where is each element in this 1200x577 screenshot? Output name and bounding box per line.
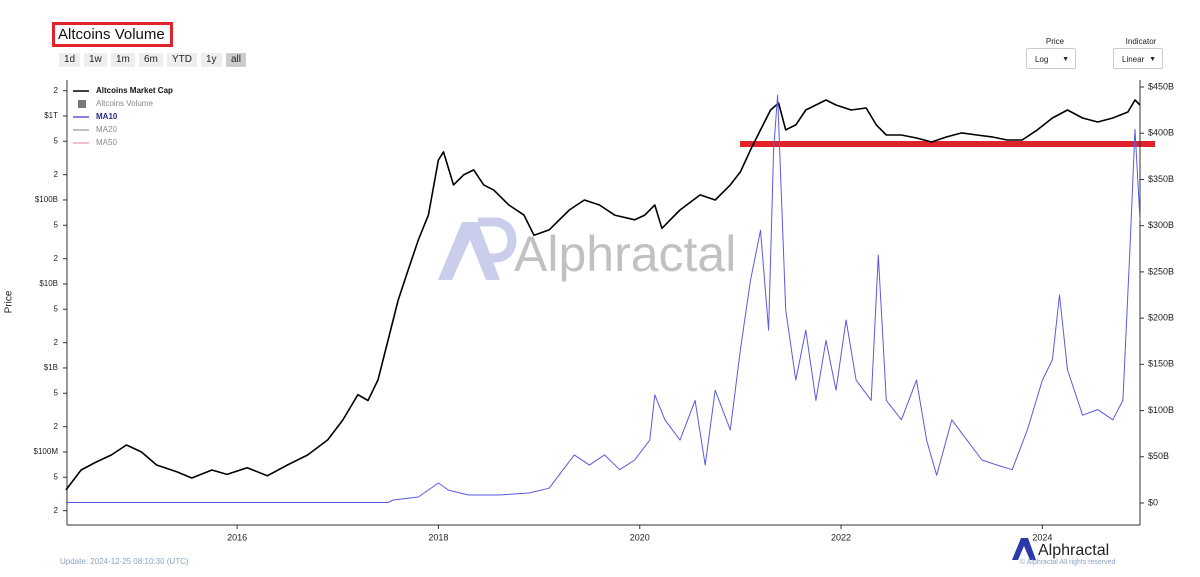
- range-button[interactable]: 1m: [111, 53, 135, 67]
- y2-tick-label: $250B: [1148, 266, 1174, 276]
- watermark: [438, 217, 517, 280]
- y-tick-label: $1T: [44, 111, 58, 120]
- series-line: [66, 94, 1141, 503]
- y2-tick-label: $350B: [1148, 174, 1174, 184]
- legend-label: MA50: [96, 138, 117, 147]
- y2-tick-label: $50B: [1148, 451, 1169, 461]
- series-line: [65, 99, 1141, 491]
- legend-label: MA20: [96, 125, 117, 134]
- y-tick-label: 2: [54, 170, 59, 179]
- x-tick-label: 2016: [227, 532, 247, 542]
- watermark-logo: [478, 217, 517, 263]
- watermark-text: Alphractal: [514, 226, 736, 282]
- price-select[interactable]: Log: [1026, 48, 1076, 70]
- indicator-select[interactable]: Linear: [1113, 48, 1163, 70]
- watermark-logo: [438, 222, 500, 280]
- brand-logo: [1012, 538, 1036, 560]
- x-tick-label: 2022: [831, 532, 851, 542]
- copyright: © Alphractal All rights reserved: [1020, 558, 1116, 566]
- y-tick-label: 2: [54, 86, 59, 95]
- y-tick-label: $10B: [39, 279, 58, 288]
- title-box: [52, 22, 173, 47]
- y2-tick-label: $450B: [1148, 81, 1174, 91]
- x-tick-label: 2020: [630, 532, 650, 542]
- legend-swatch: [78, 100, 86, 108]
- range-button[interactable]: all: [226, 53, 247, 67]
- y-tick-label: 5: [54, 388, 59, 397]
- update-time: Update: 2024-12-25 08:10:30 (UTC): [60, 557, 189, 566]
- x-tick-label: 2024: [1032, 532, 1052, 542]
- title: Altcoins Volume: [58, 26, 165, 43]
- y2-tick-label: $200B: [1148, 312, 1174, 322]
- range-button[interactable]: 1w: [84, 53, 107, 67]
- y-tick-label: 5: [54, 136, 59, 145]
- y2-tick-label: $400B: [1148, 128, 1174, 138]
- indicator-label: Indicator: [1125, 37, 1157, 46]
- y-tick-label: 2: [54, 506, 59, 515]
- brand-name: Alphractal: [1038, 542, 1109, 559]
- y2-tick-label: $150B: [1148, 359, 1174, 369]
- range-button[interactable]: 1d: [59, 53, 81, 67]
- legend-label: MA10: [96, 112, 118, 121]
- range-button[interactable]: 1y: [201, 53, 222, 67]
- y-tick-label: $1B: [44, 363, 58, 372]
- y-tick-label: 5: [54, 220, 59, 229]
- y-tick-label: 2: [54, 254, 59, 263]
- y-tick-label: $100M: [34, 447, 59, 456]
- y-tick-label: 5: [54, 472, 59, 481]
- range-button[interactable]: 6m: [139, 53, 163, 67]
- y2-tick-label: $100B: [1148, 405, 1174, 415]
- y-tick-label: 5: [54, 304, 59, 313]
- y-tick-label: 2: [54, 338, 59, 347]
- y-axis-label: Price: [4, 290, 15, 313]
- range-button[interactable]: YTD: [167, 53, 197, 67]
- price-label: Price: [1045, 37, 1065, 46]
- legend-label: Altcoins Volume: [96, 99, 153, 108]
- y2-tick-label: $300B: [1148, 220, 1174, 230]
- y-tick-label: 2: [54, 422, 59, 431]
- y-tick-label: $100B: [35, 195, 58, 204]
- x-tick-label: 2018: [428, 532, 448, 542]
- legend-label: Altcoins Market Cap: [96, 86, 173, 95]
- y2-tick-label: $0: [1148, 497, 1158, 507]
